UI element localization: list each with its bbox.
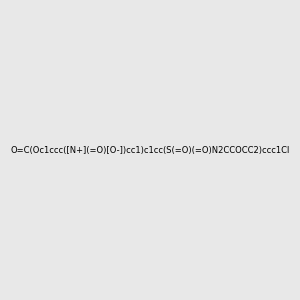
Text: O=C(Oc1ccc([N+](=O)[O-])cc1)c1cc(S(=O)(=O)N2CCOCC2)ccc1Cl: O=C(Oc1ccc([N+](=O)[O-])cc1)c1cc(S(=O)(=…	[10, 146, 290, 154]
